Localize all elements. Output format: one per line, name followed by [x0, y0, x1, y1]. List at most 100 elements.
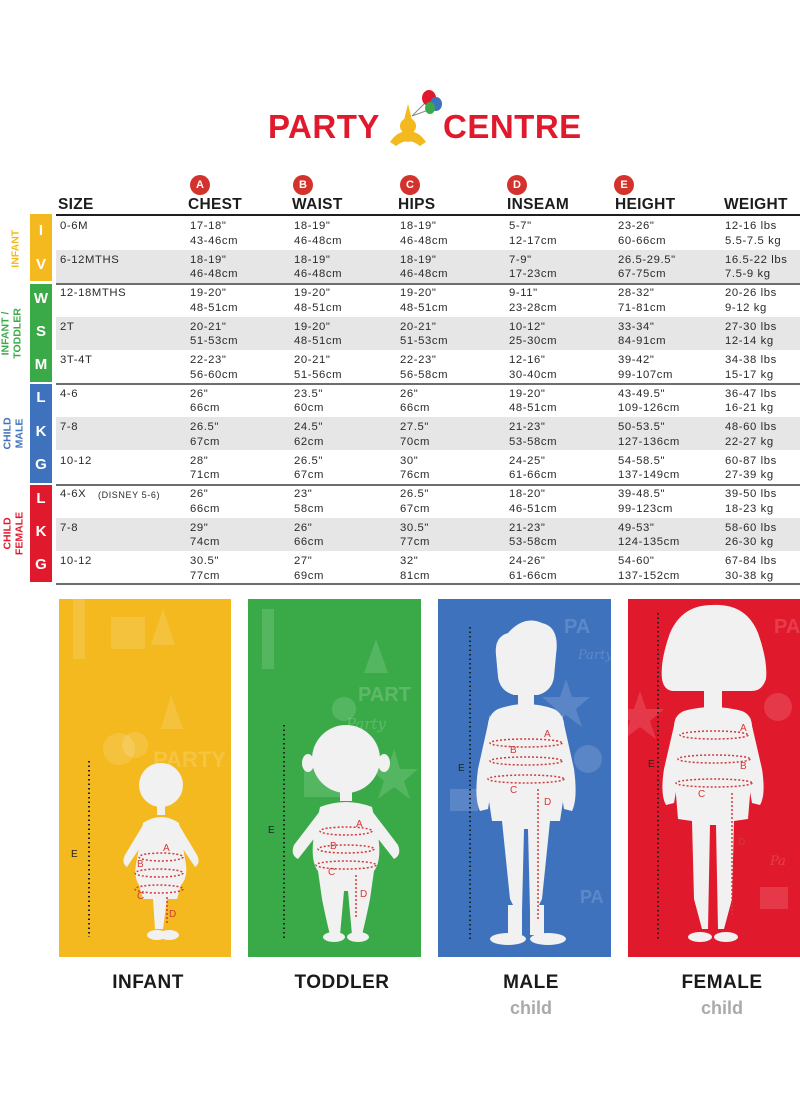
cell-hips: 32" 81cm [400, 555, 431, 582]
toddler-figure-illustration: PART Party A B C D E [262, 609, 418, 942]
waist-header: WAIST [292, 196, 343, 213]
cell-size: 7-8 [60, 421, 79, 433]
toddler-figure-label: TODDLER [294, 972, 390, 993]
cell-chest: 26.5" 67cm [190, 421, 221, 448]
group-label-male: CHILD MALE [1, 417, 26, 450]
cell-inseam: 7-9" 17-23cm [509, 253, 558, 281]
size-letter-k-female: K [35, 523, 47, 540]
cell-hips: 22-23" 56-58cm [400, 354, 449, 381]
cell-height: 39-42" 99-107cm [618, 354, 674, 381]
size-letter-g-female: G [35, 556, 47, 573]
cell-chest: 19-20" 48-51cm [190, 287, 239, 314]
table-row: 10-12 30.5" 77cm 27" 69cm 32" 81cm 24-26" 61… [56, 551, 800, 584]
cell-size: 6-12MTHS [60, 253, 120, 266]
cell-waist: 20-21" 51-56cm [294, 354, 343, 381]
cell-hips: 18-19" 46-48cm [400, 253, 449, 281]
cell-size: 2T [60, 320, 75, 333]
cell-weight: 34-38 lbs 15-17 kg [725, 354, 777, 381]
size-letter-k-male: K [35, 423, 47, 440]
bg-word-pa-female: PA [774, 616, 800, 638]
table-row: 3T-4T 22-23" 56-60cm 20-21" 51-56cm 22-23" … [56, 350, 800, 383]
cell-chest: 28" 71cm [190, 454, 221, 482]
table-row: 7-8 26.5" 67cm 24.5" 62cm 27.5" 70cm 21-23" … [56, 417, 800, 451]
chest-badge: A [190, 175, 210, 195]
cell-hips: 26" 66cm [400, 387, 431, 415]
cell-hips: 30" 76cm [400, 454, 431, 482]
cell-size-note: (DISNEY 5-6) [98, 490, 161, 500]
cell-chest: 17-18" 43-46cm [190, 220, 239, 247]
infant-panel: PARTY A B C D E [59, 599, 231, 957]
cell-waist: 24.5" 62cm [294, 421, 325, 448]
cell-height: 50-53.5" 127-136cm [618, 421, 680, 448]
marker-d-male: D [544, 797, 551, 808]
marker-c-female: C [698, 789, 705, 800]
cell-height: 43-49.5" 109-126cm [618, 387, 680, 415]
table-separator [56, 583, 800, 585]
cell-inseam: 21-23" 53-58cm [509, 521, 558, 549]
party-centre-logo: PARTY CENTRE [0, 72, 800, 152]
cell-height: 54-60" 137-152cm [618, 555, 680, 582]
cell-weight: 60-87 lbs 27-39 kg [725, 454, 777, 482]
cell-inseam: 9-11" 23-28cm [509, 287, 558, 314]
marker-b-toddler: B [330, 841, 337, 852]
male-figure-illustration: PA Party PA A B [450, 616, 611, 945]
inseam-header: INSEAM [507, 196, 570, 213]
cell-height: 49-53" 124-135cm [618, 521, 680, 549]
cell-inseam: 10-12" 25-30cm [509, 320, 558, 348]
cell-hips: 30.5" 77cm [400, 521, 431, 549]
cell-chest: 30.5" 77cm [190, 555, 221, 582]
cell-waist: 19-20" 48-51cm [294, 320, 343, 348]
cell-inseam: 24-25" 61-66cm [509, 454, 558, 482]
inseam-badge: D [507, 175, 527, 195]
bg-word-party-s-male: Party [577, 648, 611, 663]
female-figure-sublabel: child [700, 998, 743, 1018]
cell-inseam: 5-7" 12-17cm [509, 220, 558, 247]
size-letter-v: V [35, 256, 46, 273]
cell-inseam: 21-23" 53-58cm [509, 421, 558, 448]
group-label-infant: INFANT [9, 229, 22, 268]
marker-a-infant: A [163, 843, 170, 854]
size-letter-w: W [33, 290, 49, 307]
marker-e-toddler: E [268, 825, 275, 836]
cell-size: 4-6X [60, 488, 87, 500]
cell-waist: 27" 69cm [294, 555, 325, 582]
bg-word-pa-script-female: Pa [769, 854, 786, 869]
table-row: 7-8 29" 74cm 26" 66cm 30.5" 77cm 21-23" 53-5… [56, 517, 800, 551]
cell-inseam: 18-20" 46-51cm [509, 488, 558, 515]
cell-size: 0-6M [60, 220, 89, 232]
hips-badge: C [400, 175, 420, 195]
height-badge: E [614, 175, 634, 195]
marker-a-female: A [740, 723, 747, 734]
cell-inseam: 24-26" 61-66cm [509, 555, 558, 582]
cell-height: 54-58.5" 137-149cm [618, 454, 680, 482]
male-figure-sublabel: child [509, 998, 552, 1018]
infant-size-block [30, 214, 52, 281]
logo-word-centre: CENTRE [443, 108, 582, 145]
cell-weight: 36-47 lbs 16-21 kg [725, 387, 777, 415]
cell-waist: 19-20" 48-51cm [294, 287, 343, 314]
table-separator [56, 214, 800, 216]
party-hat-icon-2 [364, 639, 388, 673]
table-row: 6-12MTHS 18-19" 46-48cm 18-19" 46-48cm 18-1… [56, 249, 800, 283]
cell-height: 28-32" 71-81cm [618, 287, 667, 314]
cell-size: 4-6 [60, 387, 79, 400]
table-row: 4-6X (DISNEY 5-6) 26" 66cm 23" 58cm 26.5" 67… [56, 484, 800, 517]
infant-figure-illustration: PARTY A B C D E [71, 599, 226, 940]
cell-chest: 29" 74cm [190, 521, 221, 549]
star-icon-3 [628, 691, 664, 739]
bg-word-part-toddler: PART [358, 684, 411, 706]
size-letter-s: S [35, 323, 46, 340]
table-separator [56, 484, 800, 486]
cell-chest: 18-19" 46-48cm [190, 253, 239, 281]
gift-icon [111, 617, 145, 649]
male-figure-label: MALE [503, 972, 559, 993]
cell-height: 33-34" 84-91cm [618, 320, 667, 348]
bg-word-pa-male: PA [564, 616, 590, 638]
marker-b-female: B [740, 761, 747, 772]
size-letter-g-male: G [35, 456, 47, 473]
cell-weight: 20-26 lbs 9-12 kg [725, 287, 777, 314]
cell-size: 3T-4T [60, 354, 93, 366]
table-row: 4-6 26" 66cm 23.5" 60cm 26" 66cm 19-20" 48-5… [56, 384, 800, 417]
star-icon [370, 749, 418, 799]
marker-c-toddler: C [328, 867, 335, 878]
